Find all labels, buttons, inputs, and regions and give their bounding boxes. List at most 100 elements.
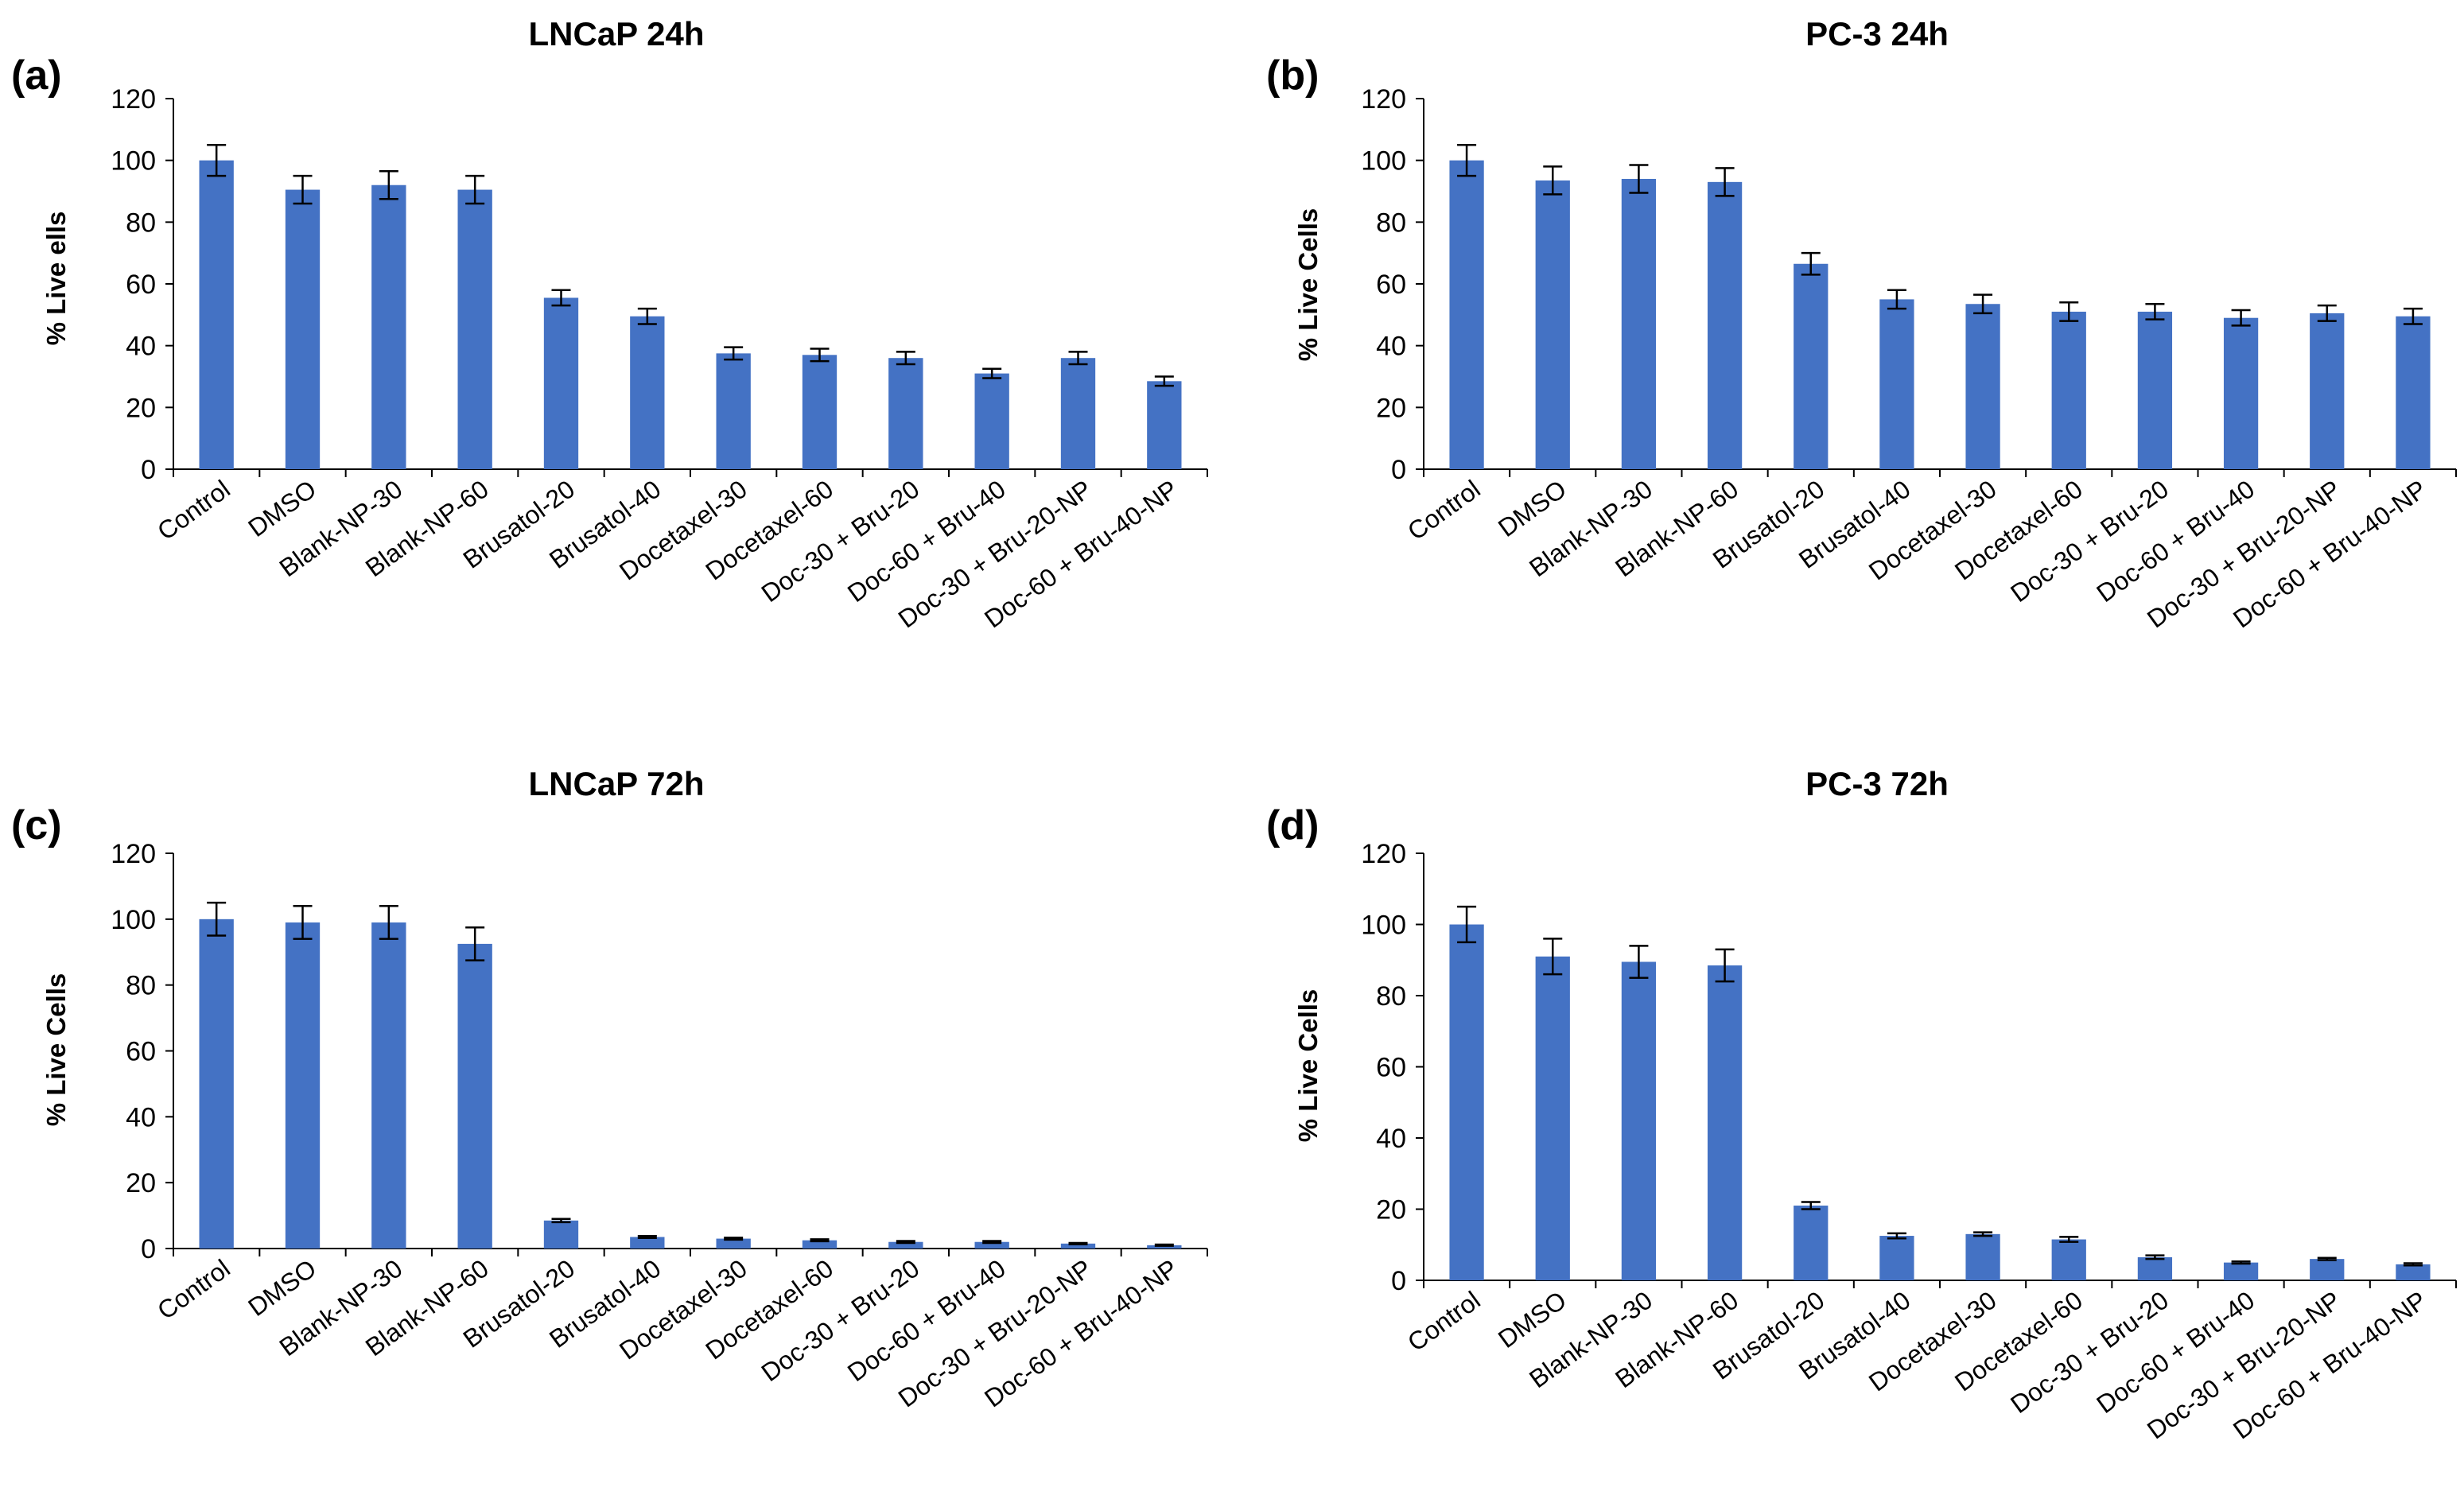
error-bar — [207, 901, 227, 937]
x-tick-label: Control — [1402, 1286, 1486, 1357]
bar-blank-np-60 — [1707, 965, 1743, 1280]
y-tick-label: 40 — [1376, 1124, 1406, 1154]
bar-docetaxel-60 — [2051, 1239, 2086, 1280]
x-tick-label: Doc-30 + Bru-20 — [756, 1254, 925, 1388]
bar-doc-60-bru-40-np — [2396, 316, 2431, 469]
x-tick-label: Doc-30 + Bru-20 — [756, 475, 925, 608]
bar-dmso — [1535, 180, 1570, 470]
bar-doc-30-bru-20 — [2137, 311, 2173, 469]
chart-title: PC-3 24h — [1805, 15, 1949, 52]
bar-doc-30-bru-20-np — [1060, 1243, 1096, 1249]
error-bar — [1973, 293, 1993, 315]
bar-brusatol-40 — [1879, 1236, 1914, 1280]
bar-docetaxel-30 — [1965, 1233, 2000, 1280]
error-bar — [1801, 1201, 1821, 1210]
error-bar — [810, 348, 830, 363]
error-bar — [724, 346, 744, 361]
bar-control — [199, 918, 234, 1249]
y-tick-label: 0 — [1391, 455, 1406, 485]
y-axis-label: % Live ells — [41, 212, 71, 346]
x-tick-label: DMSO — [243, 475, 321, 543]
error-bar — [2403, 307, 2423, 325]
x-tick-label: Control — [152, 1254, 235, 1326]
error-bar — [982, 1240, 1002, 1245]
y-axis-label: % Live Cells — [1293, 208, 1323, 362]
y-tick-label: 80 — [126, 208, 156, 238]
error-bar — [1801, 251, 1821, 276]
error-bar — [2145, 302, 2165, 320]
error-bar — [637, 307, 657, 325]
bar-docetaxel-60 — [802, 1240, 838, 1249]
bar-doc-30-bru-20-np — [2310, 1259, 2345, 1280]
bar-docetaxel-60 — [802, 355, 838, 469]
error-bar — [1154, 375, 1174, 387]
bar-brusatol-20 — [543, 1220, 579, 1249]
y-tick-label: 60 — [1376, 270, 1406, 300]
x-tick-label: Control — [152, 475, 235, 546]
chart-panel-b: (b) PC-3 24h % Live Cells 0 20 40 60 80 100 12… — [1266, 15, 2457, 634]
bar-control — [1449, 924, 1484, 1280]
y-tick-label: 120 — [111, 839, 156, 869]
bar-docetaxel-60 — [2051, 311, 2086, 469]
y-tick-label: 80 — [1376, 981, 1406, 1012]
bar-doc-60-bru-40 — [2223, 317, 2259, 469]
bar-brusatol-20 — [1794, 263, 1829, 469]
error-bar — [1629, 164, 1649, 194]
y-axis-label: % Live Cells — [1293, 989, 1323, 1143]
bar-doc-30-bru-20-np — [1060, 358, 1096, 469]
bar-doc-60-bru-40 — [2223, 1262, 2259, 1280]
bar-doc-30-bru-20-np — [2310, 313, 2345, 469]
error-bar — [1887, 289, 1906, 310]
error-bar — [1068, 1241, 1088, 1245]
error-bar — [637, 1235, 657, 1239]
y-tick-label: 20 — [126, 393, 156, 423]
bar-doc-30-bru-20 — [2137, 1256, 2173, 1280]
y-axis-label: % Live Cells — [41, 973, 71, 1127]
y-tick-label: 60 — [126, 1037, 156, 1067]
bar-doc-60-bru-40 — [974, 1241, 1009, 1249]
error-bar — [982, 367, 1002, 379]
bar-doc-60-bru-40-np — [1147, 381, 1182, 469]
y-tick-label: 120 — [111, 84, 156, 115]
bar-brusatol-40 — [630, 1237, 665, 1249]
error-bar — [1457, 144, 1477, 177]
error-bar — [207, 144, 227, 177]
y-tick-label: 80 — [1376, 208, 1406, 238]
y-tick-label: 40 — [126, 1102, 156, 1132]
chart-title: LNCaP 72h — [529, 765, 705, 802]
x-tick-label: Control — [1402, 475, 1486, 546]
bar-docetaxel-30 — [716, 1238, 751, 1249]
chart-panel-d: (d) PC-3 72h % Live Cells 0 20 40 60 80 100 12… — [1266, 765, 2457, 1445]
bar-dmso — [285, 922, 321, 1249]
error-bar — [1543, 938, 1563, 976]
x-tick-label: DMSO — [1493, 475, 1572, 543]
error-bar — [551, 1218, 571, 1224]
error-bar — [465, 174, 485, 205]
error-bar — [1154, 1243, 1174, 1247]
x-tick-label: Doc-30 + Bru-20 — [2005, 1286, 2174, 1420]
error-bar — [2059, 301, 2079, 322]
error-bar — [2059, 1236, 2079, 1243]
panel-label: (a) — [11, 52, 62, 99]
error-bar — [1715, 948, 1735, 983]
bar-control — [199, 160, 234, 469]
error-bar — [2403, 1262, 2423, 1267]
error-bar — [1973, 1231, 1993, 1237]
error-bar — [465, 926, 485, 961]
error-bar — [2317, 304, 2337, 322]
bar-blank-np-30 — [1621, 178, 1657, 469]
bar-blank-np-60 — [1707, 181, 1743, 469]
chart-panel-a: (a) LNCaP 24h % Live ells 0 20 40 60 80 100 12… — [11, 15, 1208, 634]
y-tick-label: 60 — [1376, 1053, 1406, 1083]
bar-blank-np-30 — [1621, 961, 1657, 1280]
bar-docetaxel-30 — [1965, 304, 2000, 469]
bar-doc-60-bru-40 — [974, 373, 1009, 469]
bar-blank-np-30 — [371, 922, 406, 1249]
error-bar — [1543, 165, 1563, 196]
panel-label: (b) — [1266, 52, 1319, 99]
bar-doc-30-bru-20 — [888, 358, 923, 469]
chart-title: PC-3 72h — [1805, 765, 1949, 802]
y-tick-label: 40 — [1376, 332, 1406, 362]
